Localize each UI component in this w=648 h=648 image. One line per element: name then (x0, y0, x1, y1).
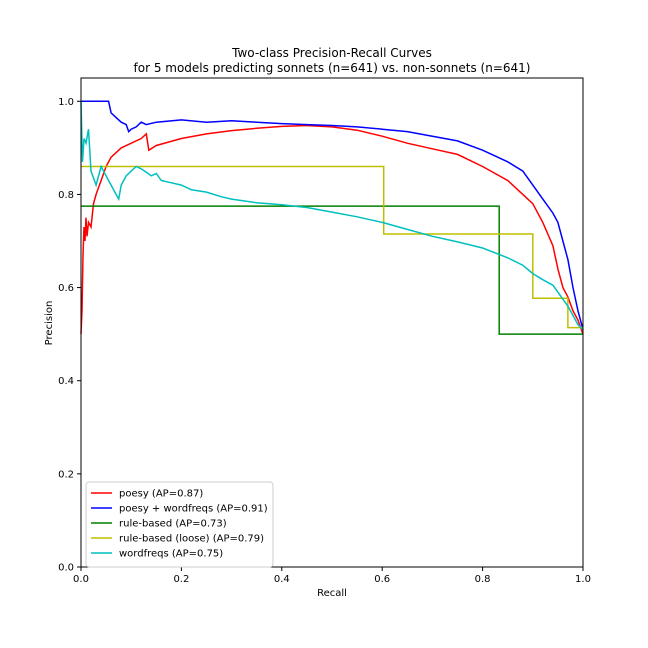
chart-subtitle: for 5 models predicting sonnets (n=641) … (134, 61, 531, 75)
series-line-0 (80, 124, 584, 335)
legend-frame (85, 481, 274, 568)
y-axis-label: Precision (44, 301, 55, 346)
series-line-4 (80, 101, 584, 331)
x-tick-label: 0.0 (73, 574, 89, 585)
y-axis: 0.0 0.2 0.4 0.6 0.8 1.0 (58, 97, 81, 574)
legend-label-0: poesy (AP=0.87) (119, 489, 203, 500)
y-tick-label: 0.4 (58, 376, 74, 387)
plot-frame (80, 77, 584, 568)
y-tick-label: 0.6 (58, 283, 74, 294)
series-layer (80, 100, 584, 335)
legend-label-1: poesy + wordfreqs (AP=0.91) (119, 504, 268, 515)
y-tick-label: 0.8 (58, 190, 74, 201)
x-axis-label: Recall (317, 588, 347, 599)
series-line-3 (81, 165, 583, 329)
x-tick-label: 0.6 (374, 574, 390, 585)
chart-title: Two-class Precision-Recall Curves (231, 46, 432, 60)
x-tick-label: 0.4 (274, 574, 290, 585)
legend-label-3: rule-based (loose) (AP=0.79) (119, 534, 264, 545)
y-tick-label: 0.0 (58, 563, 74, 574)
series-line-2 (81, 205, 583, 335)
x-tick-label: 1.0 (575, 574, 591, 585)
x-tick-label: 0.8 (475, 574, 491, 585)
legend: poesy (AP=0.87) poesy + wordfreqs (AP=0.9… (85, 481, 274, 568)
x-axis: 0.0 0.2 0.4 0.6 0.8 1.0 (73, 567, 591, 585)
x-tick-label: 0.2 (173, 574, 189, 585)
legend-label-2: rule-based (AP=0.73) (119, 519, 227, 530)
y-tick-label: 1.0 (58, 97, 74, 108)
legend-label-4: wordfreqs (AP=0.75) (119, 549, 223, 560)
y-tick-label: 0.2 (58, 469, 74, 480)
series-line-1 (81, 100, 584, 330)
